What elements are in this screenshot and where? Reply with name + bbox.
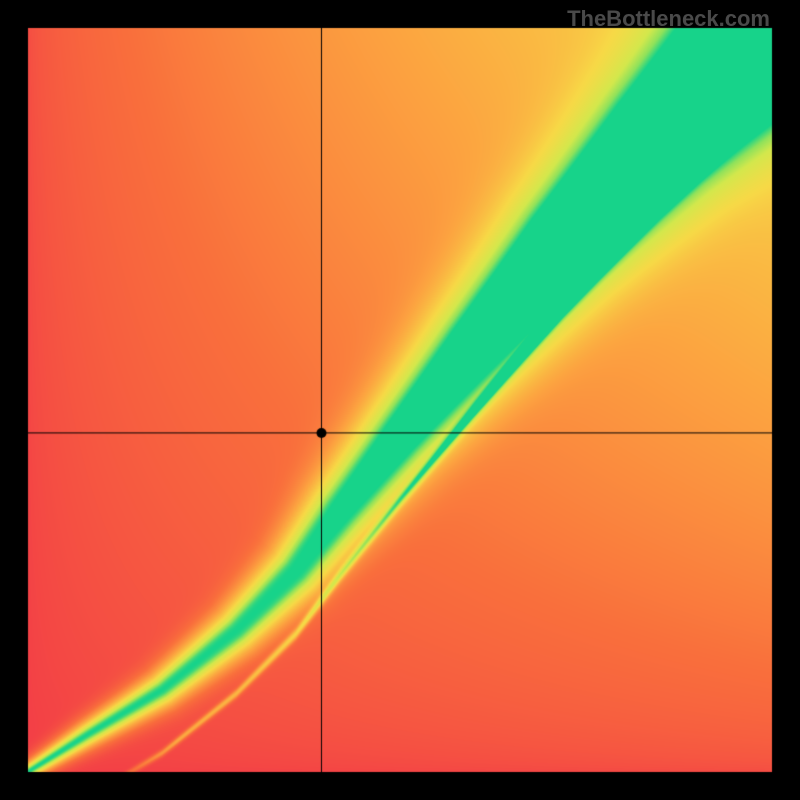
bottleneck-heatmap <box>0 0 800 800</box>
watermark-text: TheBottleneck.com <box>567 6 770 32</box>
